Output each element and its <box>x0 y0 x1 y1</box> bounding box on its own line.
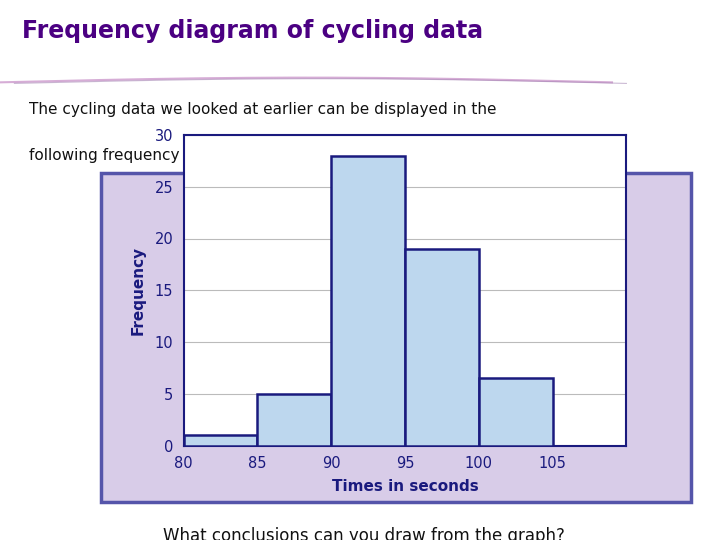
Text: The cycling data we looked at earlier can be displayed in the: The cycling data we looked at earlier ca… <box>29 102 496 117</box>
Text: Frequency diagram of cycling data: Frequency diagram of cycling data <box>22 19 482 43</box>
X-axis label: Times in seconds: Times in seconds <box>332 480 478 494</box>
Circle shape <box>657 522 711 540</box>
Bar <box>258 394 331 445</box>
Bar <box>184 435 258 445</box>
FancyBboxPatch shape <box>101 173 691 502</box>
Y-axis label: Frequency: Frequency <box>131 246 146 335</box>
Text: 16 of 40: 16 of 40 <box>14 522 66 532</box>
Circle shape <box>9 522 63 540</box>
Bar <box>405 249 479 446</box>
Text: What conclusions can you draw from the graph?: What conclusions can you draw from the g… <box>163 528 564 540</box>
Text: © Boardworks Ltd 2005: © Boardworks Ltd 2005 <box>572 522 706 532</box>
Bar <box>331 156 405 445</box>
Circle shape <box>16 526 56 540</box>
FancyBboxPatch shape <box>101 512 626 540</box>
Text: following frequency diagram:: following frequency diagram: <box>29 148 253 163</box>
Bar <box>479 378 553 446</box>
Circle shape <box>664 526 704 540</box>
